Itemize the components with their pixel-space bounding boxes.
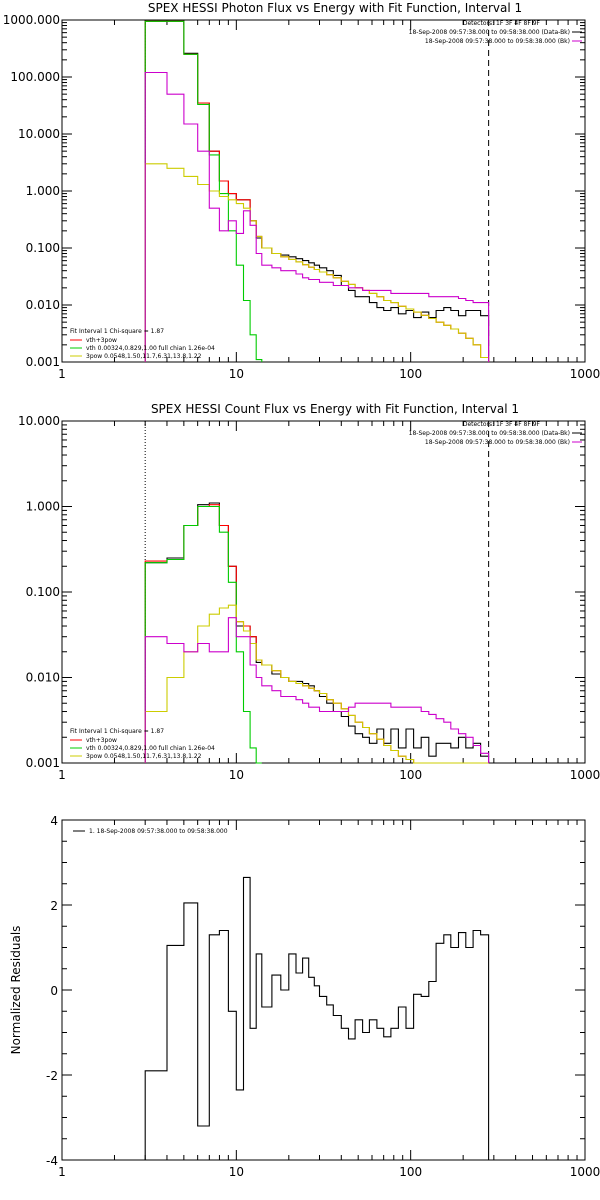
p0-x-tick-label: 100: [399, 367, 422, 381]
p0-x-tick-label: 1: [58, 367, 66, 381]
photon-flux-info: Detectors: 1F 3F 4F 8F 9F 18-Sep-2008 09…: [409, 20, 582, 45]
count-flux-axes: 1 10 100 1000 0.001 0.010 0.100 1.000 10.000: [18, 414, 600, 782]
p0-y-tick-label: 0.010: [26, 298, 60, 312]
p1-x-tick-label: 100: [399, 768, 422, 782]
p0-y-tick-label: 10.000: [18, 127, 60, 141]
p1-x-tick-label: 1: [58, 768, 66, 782]
count-legend-label-2: vth 0.00324,0.829,1.00 full chian 1.26e-…: [86, 745, 215, 752]
residuals-axes: 1 10 100 1000 -4 -2 0 2 4: [46, 814, 600, 1179]
count-flux-info: Detectors: 1F 3F 4F 8F 9F 18-Sep-2008 09…: [409, 421, 582, 446]
p2-x-tick-label: 1000: [570, 1165, 600, 1179]
p0-x-tick-label: 10: [229, 367, 244, 381]
p0-series-3pow: [144, 163, 490, 362]
p0-y-tick-label: 0.001: [26, 355, 60, 369]
p0-x-tick-label: 1000: [570, 367, 600, 381]
count-legend-label-3: 3pow 0.0548,1.50,11.7,6.31,13.8,1.22: [86, 753, 202, 760]
p2-x-tick-label: 1: [58, 1165, 66, 1179]
p2-y-tick-label: -4: [46, 1154, 58, 1168]
p1-x-tick-label: 1000: [570, 768, 600, 782]
photon-legend-label-2: vth 0.00324,0.829,1.00 full chian 1.26e-…: [86, 345, 215, 352]
p1-y-tick-label: 10.000: [18, 414, 60, 428]
p1-y-tick-label: 0.010: [26, 671, 60, 685]
p1-x-tick-label: 10: [229, 768, 244, 782]
p1-y-tick-label: 1.000: [26, 500, 60, 514]
p2-y-tick-label: 0: [50, 984, 58, 998]
p1-y-tick-label: 0.001: [26, 756, 60, 770]
photon-legend-label-1: vth+3pow: [86, 337, 117, 344]
count-legend-label-1: vth+3pow: [86, 737, 117, 744]
p2-x-tick-label: 10: [229, 1165, 244, 1179]
p2-y-tick-label: -2: [46, 1069, 58, 1083]
p1-series-3pow: [144, 604, 489, 764]
p2-series-1-18-sep-2008-09-57-38-000-to-09-58-38-000: [144, 876, 490, 1160]
count-info-databk: 18-Sep-2008 09:57:38.000 to 09:58:38.000…: [409, 430, 570, 437]
photon-flux-legend: Fit Interval 1 Chi-square = 1.87 vth+3po…: [70, 328, 215, 360]
p2-y-tick-label: 4: [50, 814, 58, 828]
residuals-ylabel: Normalized Residuals: [9, 926, 23, 1055]
residuals-legend-label: 1. 18-Sep-2008 09:57:38.000 to 09:58:38.…: [89, 828, 228, 835]
count-info-detectors: Detectors: 1F 3F 4F 8F 9F: [463, 421, 541, 428]
p1-series-vth: [144, 505, 262, 764]
p2-x-tick-label: 100: [399, 1165, 422, 1179]
count-flux-legend: Fit Interval 1 Chi-square = 1.87 vth+3po…: [70, 728, 215, 760]
p0-y-tick-label: 100.000: [10, 70, 60, 84]
residuals-series: [144, 876, 490, 1160]
residuals-panel: 1 10 100 1000 -4 -2 0 2 4 Normalized Residuals 1…: [9, 814, 600, 1179]
p0-y-tick-label: 1000.000: [3, 13, 60, 27]
photon-info-bk: 18-Sep-2008 09:57:38.000 to 09:58:38.000…: [425, 38, 570, 45]
photon-legend-header: Fit Interval 1 Chi-square = 1.87: [70, 328, 164, 335]
p0-y-tick-label: 0.100: [26, 241, 60, 255]
p1-y-tick-label: 0.100: [26, 585, 60, 599]
residuals-legend: 1. 18-Sep-2008 09:57:38.000 to 09:58:38.…: [73, 828, 228, 835]
count-legend-header: Fit Interval 1 Chi-square = 1.87: [70, 728, 164, 735]
photon-info-databk: 18-Sep-2008 09:57:38.000 to 09:58:38.000…: [409, 29, 570, 36]
count-flux-title: SPEX HESSI Count Flux vs Energy with Fit…: [151, 402, 519, 416]
count-flux-panel: SPEX HESSI Count Flux vs Energy with Fit…: [18, 402, 600, 782]
count-info-bk: 18-Sep-2008 09:57:38.000 to 09:58:38.000…: [425, 439, 570, 446]
photon-flux-panel: SPEX HESSI Photon Flux vs Energy with Fi…: [3, 1, 600, 381]
p0-series-vth: [144, 20, 263, 362]
photon-flux-title: SPEX HESSI Photon Flux vs Energy with Fi…: [148, 1, 522, 15]
count-flux-series: [144, 502, 490, 764]
p0-y-tick-label: 1.000: [26, 184, 60, 198]
photon-flux-series: [144, 20, 490, 362]
photon-info-detectors: Detectors: 1F 3F 4F 8F 9F: [463, 20, 541, 27]
photon-legend-label-3: 3pow 0.0548,1.50,11.7,6.31,13.8,1.22: [86, 353, 202, 360]
p2-y-tick-label: 2: [50, 899, 58, 913]
p0-series-bk: [144, 71, 490, 362]
p1-series-bk: [144, 617, 490, 763]
